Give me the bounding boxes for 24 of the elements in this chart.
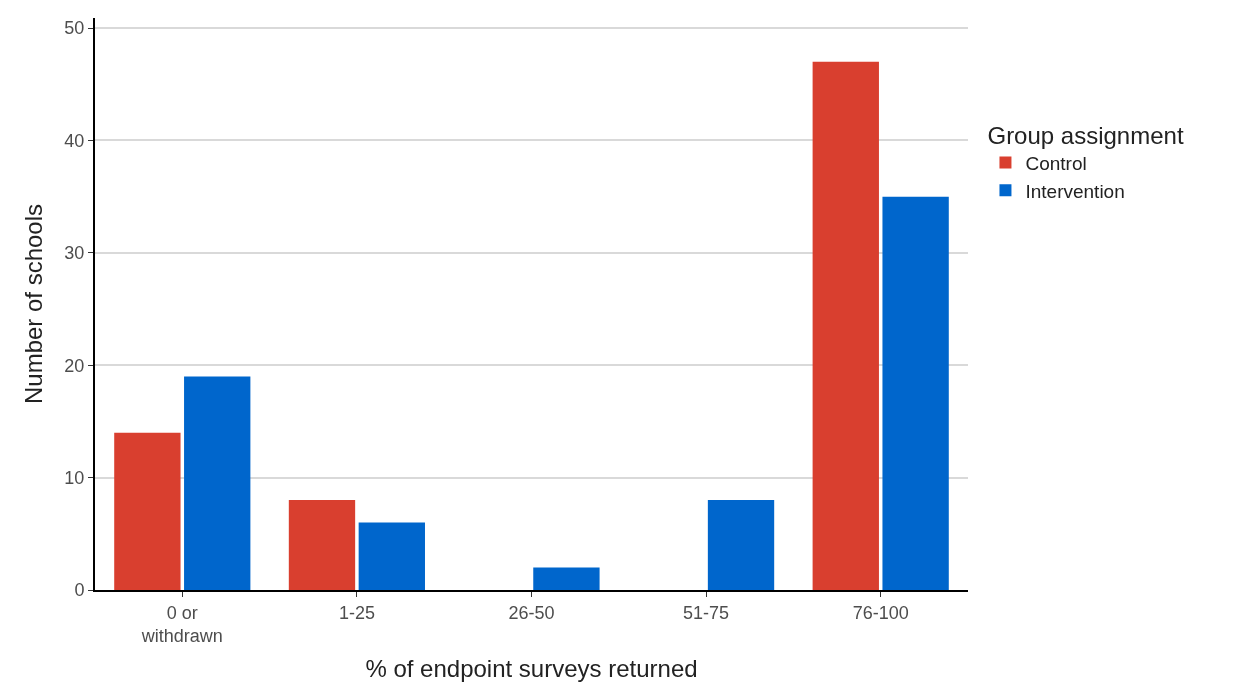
legend-label: Control [1025, 152, 1087, 174]
bar [882, 196, 949, 590]
y-tick-label: 40 [64, 130, 85, 151]
bar [707, 500, 775, 590]
bar [288, 500, 356, 590]
x-tick-label: 51-75 [683, 602, 730, 623]
bar [358, 522, 425, 590]
legend-label: Intervention [1025, 180, 1125, 202]
x-tick-label: 1-25 [338, 602, 375, 623]
y-tick-label: 30 [64, 243, 85, 264]
x-tick-label: 76-100 [852, 602, 909, 623]
y-tick-label: 0 [74, 580, 85, 601]
legend-title: Group assignment [987, 121, 1184, 149]
bar [114, 432, 181, 590]
bar [812, 61, 879, 590]
y-axis-title: Number of schools [19, 203, 47, 405]
x-tick-label: 0 or withdrawn [140, 602, 223, 646]
y-tick-label: 50 [64, 18, 85, 39]
bar [533, 567, 600, 590]
y-tick-label: 10 [64, 467, 85, 488]
bar [184, 376, 251, 590]
x-axis-title: % of endpoint surveys returned [365, 654, 698, 682]
y-tick-label: 20 [64, 355, 85, 376]
x-tick-label: 26-50 [508, 602, 555, 623]
